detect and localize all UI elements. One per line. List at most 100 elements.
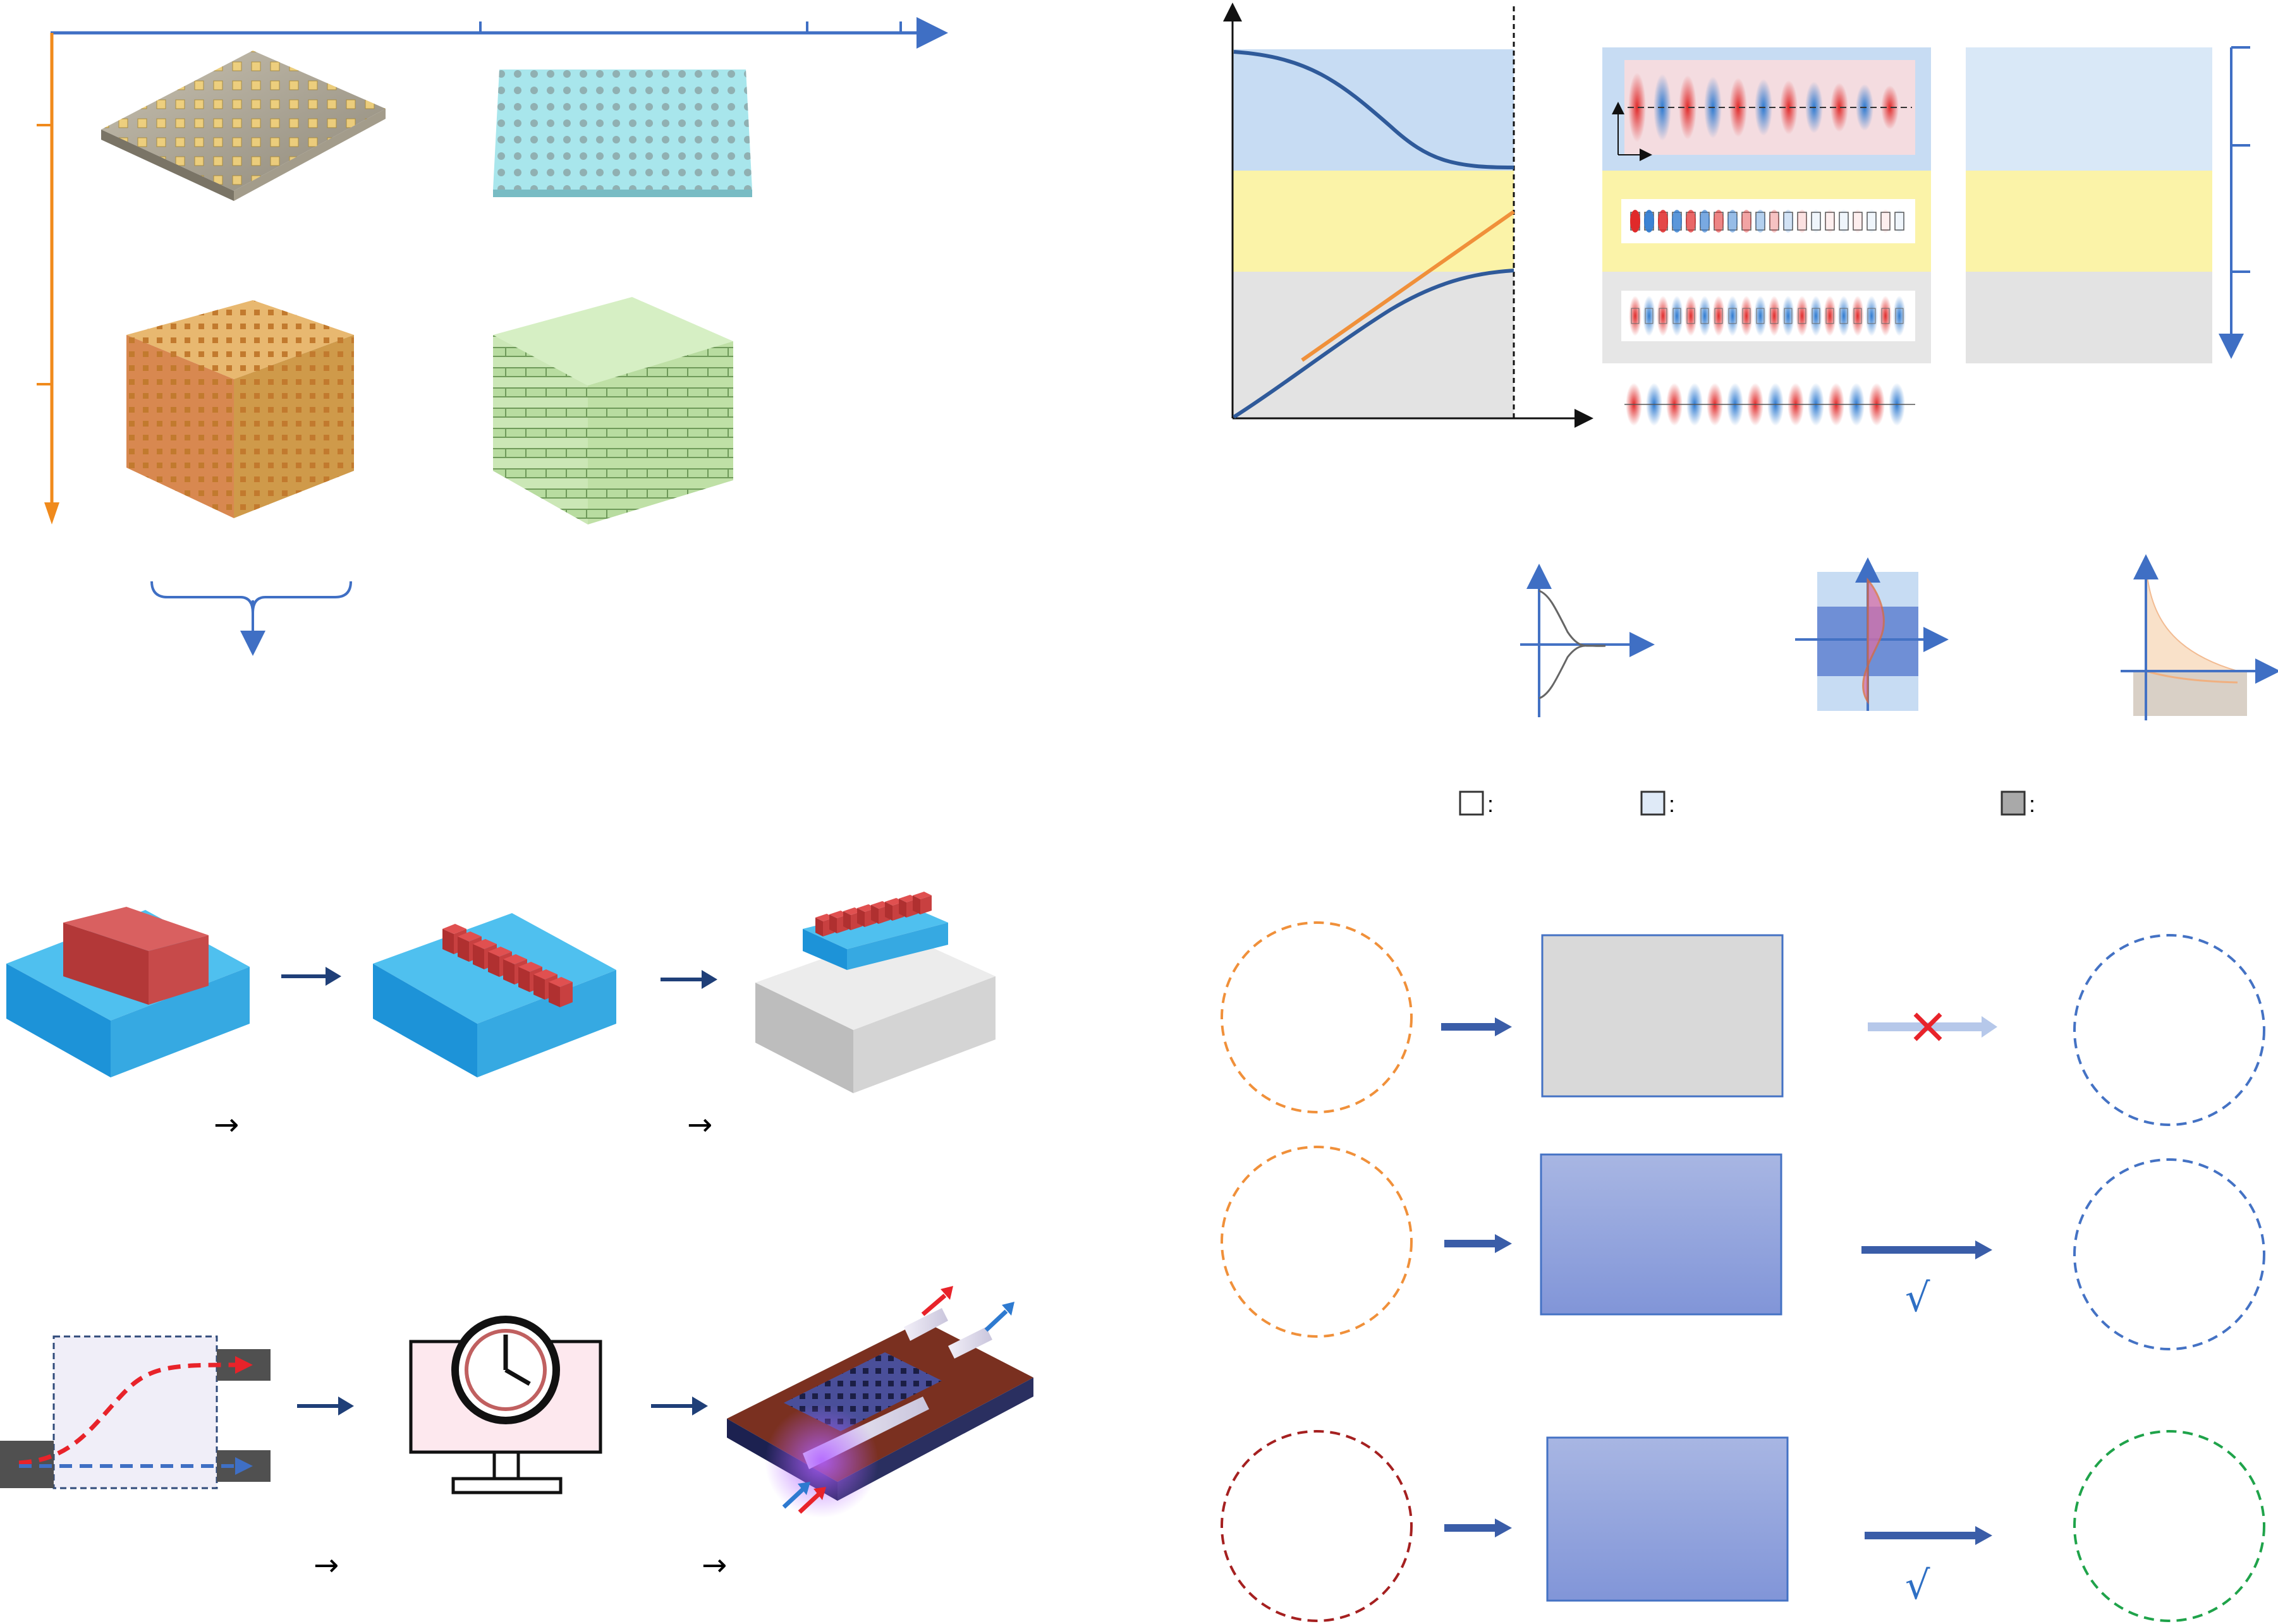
red-path — [18, 1362, 241, 1465]
field-lobe — [1714, 210, 1724, 233]
profile-evanescent — [2121, 554, 2278, 720]
waveguide-cell — [1797, 212, 1807, 231]
segment-block — [488, 947, 512, 957]
region-yellow — [1233, 171, 1514, 272]
waveguide-cell — [1756, 308, 1765, 324]
step-bulk-waveguide — [6, 907, 250, 1077]
check-mark: √ — [1905, 1562, 1930, 1608]
field-lobe — [1824, 296, 1836, 336]
field-lobe — [1837, 296, 1850, 336]
field-lobe — [1684, 296, 1697, 336]
waveguide-cell — [1770, 308, 1779, 324]
woodpile-photonic-crystal — [493, 297, 733, 524]
field-lobe — [1769, 210, 1779, 233]
bare-waveguide-field — [1624, 383, 1915, 426]
field-lobe — [1881, 85, 1899, 130]
waveguide-cell — [1894, 212, 1904, 231]
step-segmented-waveguide — [373, 913, 616, 1077]
segment-block — [533, 969, 557, 979]
waveguide-cell — [1742, 308, 1751, 324]
waveguide-cell — [1867, 212, 1877, 231]
field-lobe — [1671, 296, 1683, 336]
step-arrow: → — [314, 1548, 339, 1583]
waveguide-cell — [1714, 308, 1723, 324]
field-lobe — [1894, 210, 1904, 233]
waveguide-cell — [1631, 308, 1640, 324]
region-gray — [1233, 272, 1514, 418]
fabricated-device — [727, 1286, 1033, 1518]
field-lobe — [1754, 296, 1767, 336]
regime-color-key — [1966, 46, 2250, 363]
legend-label: : — [2029, 791, 2035, 817]
system-box — [1541, 934, 1784, 1098]
lower-band-curve — [1233, 269, 1514, 419]
field-lobe — [1686, 210, 1696, 233]
field-lobe — [1740, 296, 1753, 336]
waveguide-cell — [1812, 308, 1820, 324]
photonic-crystal-slab — [493, 70, 752, 197]
quasi-guided-mode-field — [1621, 199, 1915, 243]
output-circle — [2073, 1430, 2265, 1622]
design-region — [0, 1335, 271, 1489]
field-lobe — [1644, 210, 1654, 233]
field-lobe — [1825, 210, 1835, 233]
row-1 — [1221, 921, 2265, 1126]
waveguide-cell — [1783, 212, 1793, 231]
waveguide-cell — [1686, 308, 1695, 324]
waveguide-cell — [1659, 308, 1667, 324]
step-on-substrate — [755, 892, 996, 1093]
waveguide-cell — [1853, 308, 1862, 324]
field-lobe — [1657, 296, 1669, 336]
waveguide-cell — [1839, 212, 1849, 231]
waveguide-cell — [1728, 308, 1737, 324]
field-lobe — [1810, 296, 1822, 336]
field-lobe — [1865, 296, 1878, 336]
waveguide-cell — [1672, 308, 1681, 324]
waveguide-cell — [1853, 212, 1863, 231]
field-lobe — [1658, 210, 1668, 233]
leaky-mode-field — [1612, 60, 1915, 161]
waveguide-cell — [1825, 212, 1835, 231]
row-3: √ — [1221, 1430, 2265, 1622]
field-lobe — [1879, 296, 1892, 336]
legend-label: : — [1487, 791, 1494, 817]
waveguide-cell — [1811, 212, 1821, 231]
field-lobe — [1880, 210, 1891, 233]
waveguide-cell — [1645, 308, 1654, 324]
system-box — [1546, 1436, 1789, 1602]
step-arrow: → — [687, 1107, 712, 1142]
selection-brace — [150, 581, 352, 656]
mode-field-panels — [1602, 47, 1931, 426]
waveguide-cell — [1769, 212, 1779, 231]
guided-mode-field — [1621, 291, 1915, 341]
computer-clock-icon — [409, 1316, 602, 1494]
field-lobe — [1811, 210, 1821, 233]
waveguide-cell — [1867, 308, 1876, 324]
profile-gaussian — [1520, 564, 1655, 717]
cross-mark — [1913, 1012, 1942, 1041]
input-circle — [1221, 1430, 1413, 1622]
segment-block — [549, 977, 573, 987]
waveguide-cell — [1784, 308, 1793, 324]
field-lobe — [1839, 210, 1849, 233]
field-lobe — [1698, 296, 1711, 336]
field-lobe — [1755, 210, 1765, 233]
upper-band-curve — [1233, 50, 1514, 169]
waveguide-cell — [1825, 308, 1834, 324]
waveguide-cell — [1798, 308, 1806, 324]
step-arrow: → — [702, 1548, 727, 1583]
field-lobe — [1727, 210, 1738, 233]
legend-swatch-white — [1459, 791, 1484, 816]
metallic-lattice-cube — [126, 300, 354, 518]
field-lobe — [1782, 296, 1794, 336]
legend-swatch-gray — [2001, 791, 2026, 816]
segment-block — [473, 939, 497, 949]
field-lobe — [1726, 296, 1739, 336]
segment-block — [442, 924, 466, 934]
segment-block — [503, 954, 527, 964]
field-lobe — [1830, 83, 1848, 132]
light-line — [1301, 210, 1515, 362]
field-lobe — [1797, 210, 1807, 233]
field-lobe — [1700, 210, 1710, 233]
